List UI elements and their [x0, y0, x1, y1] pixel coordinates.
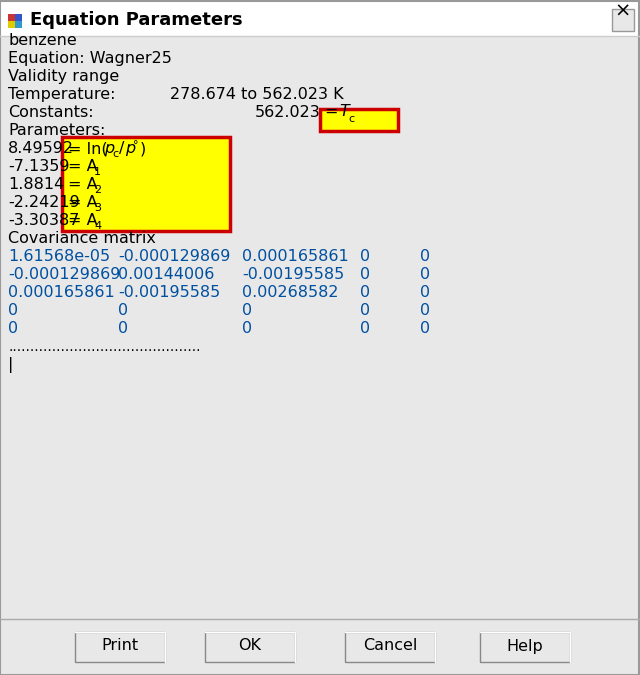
- Text: 0: 0: [360, 285, 370, 300]
- Text: 0.000165861: 0.000165861: [242, 249, 349, 264]
- Text: = ln(: = ln(: [68, 141, 108, 156]
- Text: -2.24219: -2.24219: [8, 195, 80, 210]
- Text: 0.00144006: 0.00144006: [118, 267, 214, 282]
- Text: 0: 0: [118, 303, 128, 318]
- Text: -0.000129869: -0.000129869: [8, 267, 120, 282]
- Bar: [0, 620, 640, 675]
- Text: 0: 0: [360, 321, 370, 336]
- Text: 1.8814: 1.8814: [8, 177, 64, 192]
- Text: = A: = A: [68, 177, 98, 192]
- Bar: [8, 14, 15, 21]
- Text: -7.1359: -7.1359: [8, 159, 70, 174]
- Bar: [75, 632, 165, 662]
- Text: benzene: benzene: [8, 33, 77, 48]
- Text: 0: 0: [360, 303, 370, 318]
- Bar: [15, 21, 22, 28]
- Text: 1: 1: [94, 167, 101, 177]
- Text: 3: 3: [94, 203, 101, 213]
- Text: ............................................: ........................................…: [8, 340, 200, 354]
- Bar: [480, 632, 570, 662]
- Bar: [206, 633, 296, 663]
- Bar: [205, 632, 295, 662]
- Bar: [345, 632, 435, 662]
- Bar: [320, 109, 398, 131]
- Text: 0.000165861: 0.000165861: [8, 285, 115, 300]
- Text: °: °: [133, 140, 138, 150]
- Text: Cancel: Cancel: [363, 639, 417, 653]
- Text: Temperature:: Temperature:: [8, 87, 115, 102]
- Text: p: p: [125, 141, 135, 156]
- Bar: [8, 21, 15, 28]
- Bar: [62, 137, 230, 231]
- Text: 0: 0: [420, 321, 430, 336]
- Text: Validity range: Validity range: [8, 69, 119, 84]
- Bar: [76, 633, 166, 663]
- Text: Constants:: Constants:: [8, 105, 93, 120]
- Text: 562.023: 562.023: [255, 105, 321, 120]
- Text: = A: = A: [68, 213, 98, 228]
- Text: c: c: [348, 114, 354, 124]
- Text: 278.674 to 562.023 K: 278.674 to 562.023 K: [170, 87, 344, 102]
- Text: 0: 0: [420, 285, 430, 300]
- Text: -3.30387: -3.30387: [8, 213, 79, 228]
- Bar: [481, 633, 571, 663]
- Text: 0: 0: [420, 303, 430, 318]
- Text: 0: 0: [242, 303, 252, 318]
- Text: Help: Help: [507, 639, 543, 653]
- Text: c: c: [112, 149, 118, 159]
- Text: 0: 0: [8, 321, 18, 336]
- Text: |: |: [8, 357, 13, 373]
- Text: OK: OK: [239, 639, 262, 653]
- Text: 0: 0: [360, 249, 370, 264]
- Text: Equation: Wagner25: Equation: Wagner25: [8, 51, 172, 66]
- Text: 0.00268582: 0.00268582: [242, 285, 339, 300]
- Text: ): ): [140, 141, 147, 156]
- Text: Print: Print: [101, 639, 139, 653]
- Text: 0: 0: [420, 267, 430, 282]
- Text: Equation Parameters: Equation Parameters: [30, 11, 243, 29]
- Text: = A: = A: [68, 195, 98, 210]
- Text: -0.000129869: -0.000129869: [118, 249, 230, 264]
- Text: -0.00195585: -0.00195585: [242, 267, 344, 282]
- Text: Parameters:: Parameters:: [8, 123, 106, 138]
- Text: 4: 4: [94, 221, 101, 231]
- Text: 0: 0: [242, 321, 252, 336]
- Text: 8.49592: 8.49592: [8, 141, 74, 156]
- Text: 2: 2: [94, 185, 101, 195]
- Text: 0: 0: [118, 321, 128, 336]
- Text: 0: 0: [360, 267, 370, 282]
- Text: 1.61568e-05: 1.61568e-05: [8, 249, 110, 264]
- Bar: [15, 14, 22, 21]
- Text: = A: = A: [68, 159, 98, 174]
- Bar: [0, 36, 640, 620]
- Text: =: =: [325, 104, 344, 119]
- Text: 0: 0: [8, 303, 18, 318]
- Text: p: p: [104, 141, 114, 156]
- Text: Covariance matrix: Covariance matrix: [8, 231, 156, 246]
- Text: -0.00195585: -0.00195585: [118, 285, 220, 300]
- Text: 0: 0: [420, 249, 430, 264]
- Bar: [0, 0, 640, 36]
- Bar: [612, 9, 634, 31]
- Bar: [346, 633, 436, 663]
- Text: /: /: [119, 141, 124, 156]
- Text: T: T: [339, 104, 349, 119]
- Text: ×: ×: [615, 2, 631, 21]
